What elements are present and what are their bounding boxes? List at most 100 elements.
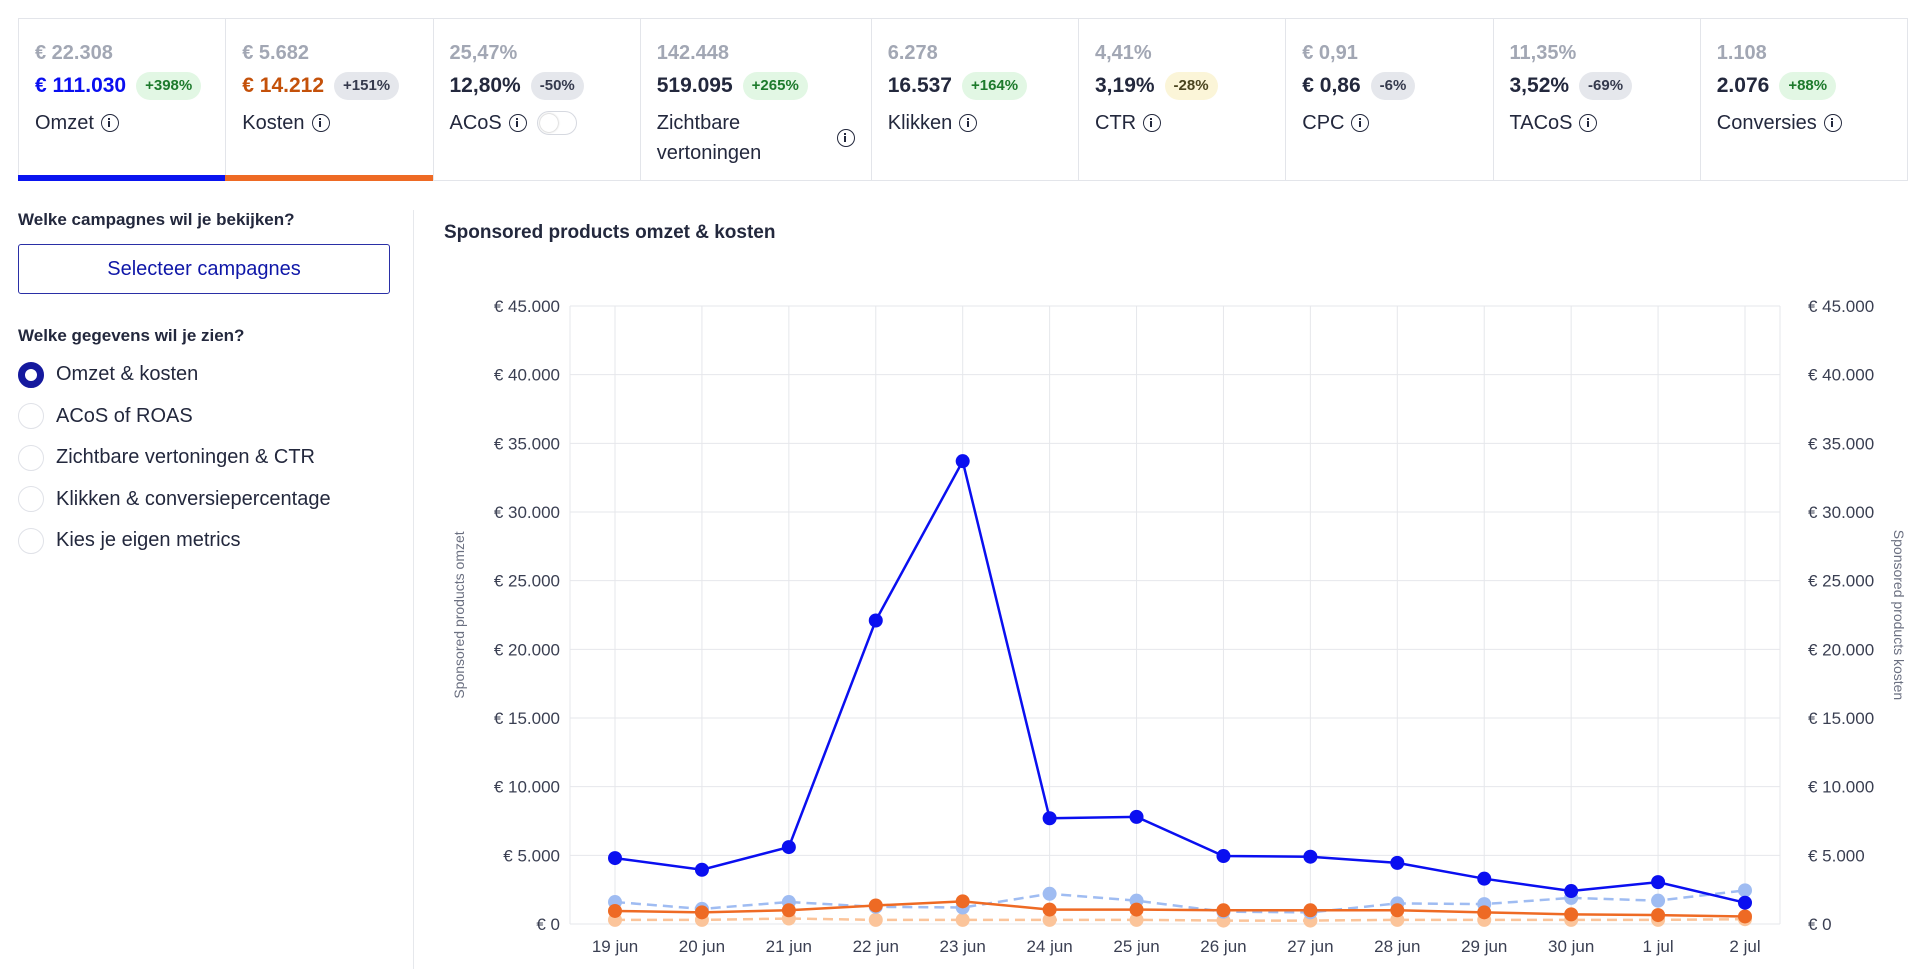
kpi-current-value: € 14.212 (242, 74, 324, 97)
kpi-previous-value: 142.448 (656, 42, 730, 64)
radio-unchecked-icon[interactable] (18, 527, 44, 554)
chart-title: Sponsored products omzet & kosten (444, 222, 776, 243)
kpi-previous-value: 4,41% (1095, 42, 1152, 64)
radio-checked-icon[interactable] (18, 361, 44, 388)
info-icon[interactable] (1579, 114, 1598, 132)
data-point (955, 912, 970, 927)
radio-label: Klikken & conversiepercentage (56, 487, 331, 510)
x-tick-label: 29 jun (1461, 937, 1507, 956)
kpi-label: Omzet (35, 112, 94, 134)
data-point (781, 840, 796, 855)
info-icon[interactable] (311, 114, 330, 132)
y-tick-label: € 15.000 (494, 709, 560, 728)
data-point (608, 851, 622, 866)
y-axis-title-right: Sponsored products kosten (1891, 530, 1907, 700)
radio-option[interactable]: Kies je eigen metrics (18, 520, 398, 562)
info-icon[interactable] (959, 114, 978, 132)
kpi-card-cpc[interactable]: € 0,91 € 0,86 -6% CPC (1285, 18, 1494, 181)
change-badge: -50% (530, 72, 584, 100)
y-tick-label-right: € 0 (1808, 915, 1832, 934)
data-point (1042, 902, 1057, 917)
kpi-previous-value: 1.108 (1716, 42, 1767, 64)
info-icon[interactable] (1351, 114, 1370, 132)
info-icon[interactable] (836, 129, 855, 147)
info-icon[interactable] (100, 114, 119, 132)
kpi-card-tacos[interactable]: 11,35% 3,52% -69% TACoS (1492, 18, 1701, 181)
kpi-previous-value: € 22.308 (35, 42, 113, 64)
data-point (1651, 875, 1666, 890)
data-point (1477, 871, 1492, 886)
kpi-current-value: 3,19% (1095, 74, 1155, 97)
radio-label: Zichtbare vertoningen & CTR (56, 446, 316, 469)
change-badge: +265% (742, 72, 808, 100)
kpi-previous-value: € 0,91 (1302, 42, 1358, 64)
x-tick-label: 1 jul (1642, 937, 1673, 956)
data-point (694, 905, 709, 920)
radio-option[interactable]: Omzet & kosten (18, 354, 398, 396)
info-icon[interactable] (508, 114, 527, 132)
data-point (1042, 811, 1057, 826)
change-badge: +88% (1779, 72, 1837, 100)
kpi-previous-value: 6.278 (887, 42, 938, 64)
change-badge: -28% (1164, 72, 1218, 100)
radio-option[interactable]: ACoS of ROAS (18, 396, 398, 438)
y-tick-label-right: € 20.000 (1808, 640, 1874, 659)
data-point (955, 454, 970, 469)
radio-option[interactable]: Zichtbare vertoningen & CTR (18, 437, 398, 479)
kpi-label: Conversies (1716, 112, 1817, 134)
kpi-current-value: 2.076 (1716, 74, 1770, 97)
kpi-current-value: 16.537 (887, 74, 952, 97)
data-point (1303, 903, 1318, 918)
y-axis-title-left: Sponsored products omzet (451, 531, 467, 698)
data-point (781, 903, 796, 918)
x-tick-label: 21 jun (766, 937, 812, 956)
y-tick-label-right: € 45.000 (1808, 297, 1874, 316)
acos-toggle[interactable] (536, 111, 577, 135)
change-badge: -69% (1579, 72, 1633, 100)
data-point (608, 903, 622, 918)
x-tick-label: 23 jun (940, 937, 986, 956)
radio-unchecked-icon[interactable] (18, 444, 44, 471)
change-badge: +164% (961, 72, 1028, 100)
kpi-card-omzet[interactable]: € 22.308 € 111.030 +398% Omzet (18, 18, 227, 181)
y-tick-label: € 5.000 (503, 846, 560, 865)
data-point (1216, 849, 1231, 864)
radio-unchecked-icon[interactable] (18, 403, 44, 430)
data-point (1738, 909, 1752, 924)
info-icon[interactable] (1823, 114, 1842, 132)
kpi-selected-indicator (225, 175, 433, 181)
series-line (614, 900, 1746, 918)
radio-label: Kies je eigen metrics (56, 529, 241, 552)
kpi-card-conversies[interactable]: 1.108 2.076 +88% Conversies (1699, 18, 1908, 181)
kpi-label: Kosten (242, 112, 305, 134)
metric-radio-group: Omzet & kosten ACoS of ROAS Zichtbare vert… (18, 354, 398, 562)
radio-label: ACoS of ROAS (56, 404, 193, 427)
kpi-card-ctr[interactable]: 4,41% 3,19% -28% CTR (1078, 18, 1287, 181)
series-line (615, 917, 1746, 922)
kpi-label: TACoS (1509, 112, 1573, 134)
y-tick-label-right: € 40.000 (1808, 366, 1874, 385)
kpi-current-value: € 0,86 (1302, 74, 1361, 97)
x-tick-label: 25 jun (1113, 937, 1159, 956)
x-tick-label: 22 jun (853, 937, 899, 956)
radio-unchecked-icon[interactable] (18, 486, 44, 513)
y-tick-label-right: € 10.000 (1808, 778, 1874, 797)
kpi-card-acos[interactable]: 25,47% 12,80% -50% ACoS (432, 18, 641, 181)
select-campaigns-button[interactable]: Selecteer campagnes (18, 244, 390, 294)
campaign-question: Welke campagnes wil je bekijken? (18, 210, 295, 229)
x-tick-label: 30 jun (1548, 937, 1594, 956)
kpi-card-zichtbare-vertoningen[interactable]: 142.448 519.095 +265% Zichtbare vertoningen (639, 18, 872, 181)
y-tick-label-right: € 25.000 (1808, 572, 1874, 591)
info-icon[interactable] (1143, 114, 1162, 132)
x-tick-label: 24 jun (1026, 937, 1072, 956)
data-point (1390, 912, 1405, 927)
data-point (1651, 893, 1666, 908)
kpi-cards: € 22.308 € 111.030 +398% Omzet € 5.682 € 14.2… (18, 18, 1908, 181)
kpi-current-value: 12,80% (449, 74, 521, 97)
radio-option[interactable]: Klikken & conversiepercentage (18, 479, 398, 521)
kpi-card-klikken[interactable]: 6.278 16.537 +164% Klikken (870, 18, 1079, 181)
kpi-card-kosten[interactable]: € 5.682 € 14.212 +151% Kosten (225, 18, 434, 181)
y-tick-label-right: € 30.000 (1808, 503, 1874, 522)
data-point (694, 862, 709, 877)
kpi-current-value: 3,52% (1509, 74, 1570, 97)
